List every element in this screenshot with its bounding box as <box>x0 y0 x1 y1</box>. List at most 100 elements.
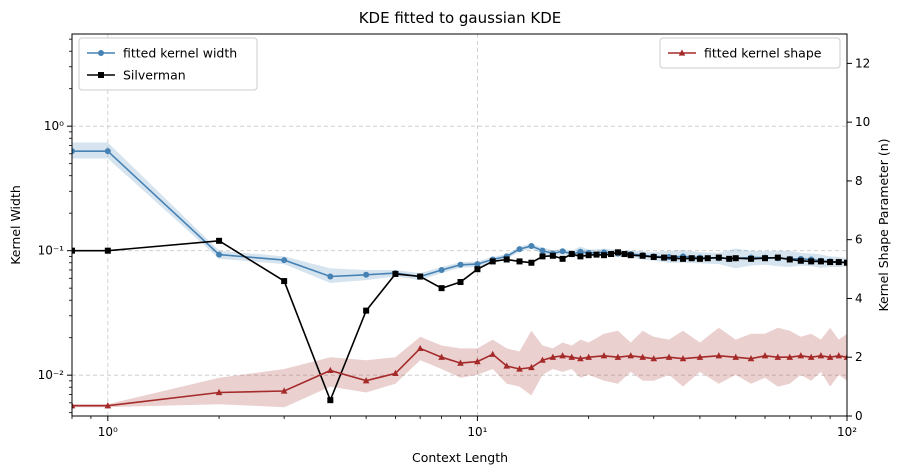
data-point <box>786 256 793 263</box>
data-point <box>216 237 223 244</box>
data-point <box>362 377 370 384</box>
data-point <box>438 285 445 292</box>
data-point <box>489 258 496 265</box>
data-point <box>363 271 370 278</box>
data-point <box>568 353 576 360</box>
data-point <box>528 259 535 266</box>
data-point <box>585 252 592 259</box>
data-point <box>549 353 557 360</box>
data-point <box>593 251 600 258</box>
series-confidence-band <box>72 327 847 408</box>
data-point <box>503 362 510 369</box>
data-point <box>817 258 824 265</box>
data-point <box>732 255 739 262</box>
data-point <box>688 255 695 262</box>
axes-frame <box>71 33 848 417</box>
data-point <box>748 255 755 262</box>
y2-tick-label: 2 <box>855 350 863 364</box>
data-point <box>539 247 546 254</box>
data-point <box>650 355 658 362</box>
data-point <box>104 247 111 254</box>
data-point <box>457 359 464 366</box>
data-point <box>797 352 805 359</box>
chart-title: KDE fitted to gaussian KDE <box>359 9 562 27</box>
legend-label: Silverman <box>123 68 186 83</box>
data-point <box>600 252 607 259</box>
data-point <box>732 353 740 360</box>
data-point <box>585 353 592 360</box>
data-point <box>539 356 546 363</box>
data-point <box>715 254 722 261</box>
data-point <box>281 257 288 264</box>
y2-tick-label: 6 <box>855 233 863 247</box>
data-point <box>528 363 535 371</box>
legend-marker <box>98 50 104 56</box>
data-point <box>704 255 711 262</box>
data-point <box>639 353 646 360</box>
data-point <box>539 253 546 260</box>
data-point <box>457 279 464 286</box>
legend-box <box>78 37 258 91</box>
data-point <box>696 353 704 360</box>
data-point <box>327 273 334 280</box>
data-point <box>474 266 481 273</box>
data-point <box>417 273 424 280</box>
data-point <box>474 261 481 268</box>
data-point <box>516 246 523 253</box>
data-point <box>549 252 556 259</box>
plot-area: 10⁰ 10¹ 10² 10⁻² 10⁻¹ 10⁰ 0 2 4 6 8 10 12 fitted kern… <box>38 33 870 439</box>
data-point <box>679 355 687 362</box>
data-point <box>826 353 834 360</box>
data-point <box>661 254 668 261</box>
data-point <box>577 253 584 260</box>
legend-marker <box>678 49 686 56</box>
data-point <box>104 402 112 409</box>
data-point <box>392 270 399 277</box>
y2-tick-label: 0 <box>855 409 863 423</box>
x-axis-label: Context Length <box>412 450 508 465</box>
data-point <box>559 255 566 262</box>
data-point <box>216 251 223 258</box>
data-point <box>327 397 334 404</box>
y2-tick-label: 10 <box>855 115 870 129</box>
data-point <box>489 350 497 357</box>
data-point <box>817 352 825 359</box>
data-point <box>627 252 634 259</box>
data-point <box>835 259 842 266</box>
data-point <box>696 255 703 262</box>
data-point <box>715 352 723 359</box>
data-point <box>747 355 755 362</box>
data-point <box>680 255 687 262</box>
data-point <box>774 353 782 360</box>
data-point <box>762 255 769 262</box>
data-point <box>438 353 445 360</box>
data-point <box>72 247 75 254</box>
data-point <box>614 353 622 360</box>
x-tick-label: 10² <box>837 425 857 439</box>
data-point <box>774 254 781 261</box>
legend-marker <box>98 72 104 78</box>
data-point <box>577 248 584 255</box>
data-point <box>104 148 111 155</box>
data-point <box>835 352 843 359</box>
data-point <box>280 387 288 394</box>
legend-label: fitted kernel width <box>123 46 237 61</box>
legend-box <box>659 37 841 69</box>
data-point <box>503 256 510 263</box>
data-point <box>808 258 815 265</box>
x-tick-label: 10¹ <box>467 425 487 439</box>
data-point <box>577 355 584 362</box>
y-tick-label: 10⁻¹ <box>38 244 65 258</box>
data-point <box>844 259 847 266</box>
data-point <box>568 251 575 258</box>
data-point <box>726 255 733 262</box>
y2-axis-label: Kernel Shape Parameter (n) <box>876 138 891 311</box>
y2-tick-label: 12 <box>855 56 870 70</box>
data-point <box>608 251 615 258</box>
data-point <box>797 257 804 264</box>
data-point <box>600 352 608 359</box>
data-point <box>761 352 769 359</box>
data-point <box>457 261 464 268</box>
data-point <box>559 248 566 255</box>
